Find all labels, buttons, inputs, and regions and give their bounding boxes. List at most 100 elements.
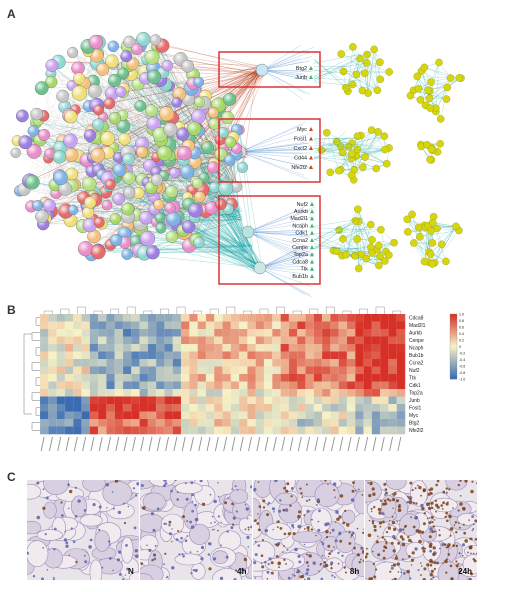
heatmap-cell [247, 329, 256, 337]
panel-a-letter: A [7, 7, 16, 21]
heatmap-cell [263, 321, 273, 330]
muscle-fiber [264, 522, 291, 540]
cluster-link [313, 54, 358, 77]
cluster-node [455, 74, 464, 82]
ppi-node-highlight [121, 202, 135, 216]
stained-nucleus [249, 525, 252, 529]
heatmap-cell [396, 426, 406, 435]
heatmap-cell [355, 351, 364, 360]
stained-nucleus [140, 562, 143, 565]
ppi-node-highlight [191, 109, 206, 124]
heatmap-cell [81, 344, 91, 352]
heatmap-cell [313, 396, 323, 405]
cluster-node [347, 171, 356, 179]
cluster-node [414, 85, 423, 93]
heatmap-cell [172, 396, 182, 405]
stained-nucleus [470, 552, 472, 555]
heatmap-row-label: Nfe2l2 [409, 428, 424, 434]
network-edge [247, 231, 314, 248]
heatmap-cell [172, 351, 182, 360]
stained-nucleus [444, 543, 447, 546]
heatmap-cell [239, 366, 248, 375]
heatmap-cell [139, 344, 149, 352]
stained-nucleus [435, 510, 438, 513]
cluster-node [442, 95, 451, 103]
stained-nucleus [472, 558, 476, 561]
heatmap-cell [139, 404, 149, 412]
heatmap-cell [371, 329, 381, 337]
colorbar-segment [450, 330, 457, 333]
heatmap-cell [89, 359, 99, 367]
stained-nucleus [272, 511, 275, 513]
stained-nucleus [305, 568, 309, 572]
cluster-link [313, 156, 359, 169]
stained-nucleus [381, 536, 385, 539]
cluster-node [437, 240, 446, 249]
heatmap-cell [114, 351, 124, 360]
heatmap-row-label: Fosl1 [409, 405, 421, 411]
heatmap-cell [106, 314, 115, 322]
heatmap-cell [64, 404, 74, 412]
stained-nucleus [320, 577, 323, 580]
stained-nucleus [389, 570, 392, 573]
network-edge [259, 247, 305, 269]
heatmap-cell [230, 374, 240, 382]
stained-nucleus [170, 566, 175, 570]
cluster-edge [343, 62, 380, 72]
column-tick-label [73, 436, 78, 452]
heatmap-cell [280, 344, 290, 352]
cluster-node [436, 115, 445, 123]
stained-nucleus [351, 489, 355, 493]
heatmap-cell [239, 351, 248, 360]
network-edge [259, 267, 310, 295]
heatmap-cell [297, 426, 306, 435]
stained-nucleus [262, 506, 265, 509]
stained-nucleus [296, 514, 301, 519]
stained-nucleus [329, 563, 332, 566]
heatmap-cell [98, 426, 107, 435]
heatmap-cell [172, 389, 182, 397]
heatmap-cell [346, 336, 356, 345]
muscle-fiber [190, 562, 206, 580]
stained-nucleus [468, 545, 473, 550]
heatmap-cell [239, 419, 248, 427]
heatmap-cell [305, 344, 315, 352]
heatmap-cell [346, 359, 356, 367]
cluster-edge [366, 62, 378, 91]
ppi-node-highlight [71, 85, 87, 101]
gene-label: Cxcl2 [294, 146, 307, 152]
stained-nucleus [323, 522, 328, 527]
dendrogram-branch [243, 310, 252, 314]
stained-nucleus [163, 522, 166, 525]
network-edge [247, 231, 313, 254]
stained-nucleus [458, 552, 461, 555]
heatmap-cell [73, 404, 82, 412]
stained-nucleus [88, 545, 92, 549]
stained-nucleus [471, 529, 474, 532]
cluster-link [313, 238, 361, 257]
stained-nucleus [452, 507, 455, 509]
stained-nucleus [69, 489, 73, 494]
stained-nucleus [65, 541, 69, 545]
ppi-node-highlight [134, 100, 146, 112]
stained-nucleus [211, 529, 213, 531]
stained-nucleus [447, 501, 449, 503]
stained-nucleus [352, 546, 356, 550]
stained-nucleus [141, 506, 146, 510]
network-edge [259, 260, 301, 269]
stained-nucleus [273, 480, 278, 483]
stained-nucleus [438, 534, 442, 537]
heatmap-cell [48, 344, 57, 352]
column-tick-label [57, 436, 62, 452]
heatmap-cell [197, 344, 207, 352]
heatmap-row-label: Top2a [409, 390, 423, 396]
heatmap-cell [197, 411, 207, 420]
heatmap-cell [255, 336, 265, 345]
heatmap-cell [181, 351, 190, 360]
ppi-node-highlight [182, 220, 195, 234]
cluster-edge [418, 87, 448, 89]
gene-label: Mad2l1 [290, 216, 308, 222]
heatmap-cell [147, 366, 157, 375]
stained-nucleus [303, 578, 305, 580]
